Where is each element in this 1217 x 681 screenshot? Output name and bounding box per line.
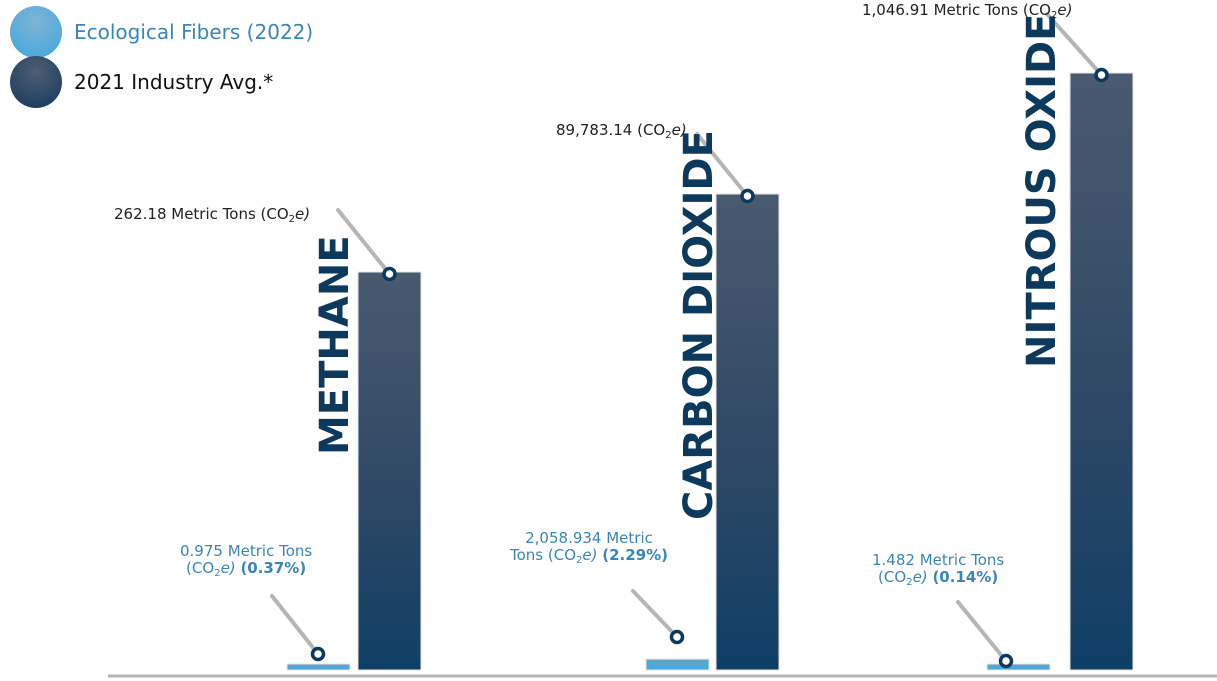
leader-line-eco-carbon-dioxide — [631, 589, 679, 639]
legend-label-ecological-fibers: Ecological Fibers (2022) — [74, 20, 314, 44]
data-label-methane-avg: 262.18 Metric Tons (CO2e) — [114, 205, 311, 225]
percent-label-methane: (0.37%) — [240, 559, 307, 577]
marker-eco-carbon-dioxide — [669, 629, 685, 645]
category-label-methane: METHANE — [312, 235, 358, 455]
leader-line-eco-methane — [270, 594, 320, 656]
legend-item-industry-avg: 2021 Industry Avg.* — [10, 56, 273, 108]
bars-group — [286, 72, 1134, 671]
legend-item-ecological-fibers: Ecological Fibers (2022) — [10, 6, 313, 58]
data-label-methane-eco-line1: 0.975 Metric Tons — [180, 542, 313, 560]
category-label-carbon-dioxide: CARBON DIOXIDE — [676, 130, 722, 520]
leader-line-eco-nitrous-oxide — [956, 600, 1008, 663]
legend-swatch-ecological-fibers — [10, 6, 62, 58]
data-label-carbon-eco: 2,058.934 Metric Tons (CO2e) (2.29%) — [510, 529, 669, 566]
leader-line-avg-nitrous-oxide — [1045, 12, 1104, 77]
data-label-nitrous-eco-line1: 1.482 Metric Tons — [872, 551, 1005, 569]
legend-label-industry-avg: 2021 Industry Avg.* — [74, 70, 274, 94]
percent-label-carbon-dioxide: (2.29%) — [602, 546, 669, 564]
data-label-carbon-avg: 89,783.14 (CO2e) — [556, 121, 687, 141]
leader-line-avg-carbon-dioxide — [695, 132, 750, 198]
marker-eco-methane — [310, 646, 326, 662]
bar-ecological-fibers-methane — [286, 663, 351, 671]
bar-industry-avg-carbon-dioxide — [715, 193, 780, 671]
bar-ecological-fibers-carbon-dioxide — [645, 658, 710, 671]
leader-lines-group — [270, 12, 1109, 669]
percent-label-nitrous-oxide: (0.14%) — [932, 568, 999, 586]
data-label-carbon-eco-line1: 2,058.934 Metric — [525, 529, 653, 547]
marker-avg-methane — [382, 266, 397, 282]
marker-avg-nitrous-oxide — [1094, 67, 1109, 83]
bar-industry-avg-nitrous-oxide — [1069, 72, 1134, 671]
bar-industry-avg-methane — [357, 271, 422, 671]
category-label-nitrous-oxide: NITROUS OXIDE — [1019, 14, 1065, 369]
data-label-nitrous-avg: 1,046.91 Metric Tons (CO2e) — [862, 1, 1073, 21]
data-label-methane-eco: 0.975 Metric Tons (CO2e) (0.37%) — [180, 542, 313, 579]
legend-swatch-industry-avg — [10, 56, 62, 108]
leader-line-avg-methane — [336, 208, 392, 276]
marker-avg-carbon-dioxide — [740, 188, 755, 204]
bar-ecological-fibers-nitrous-oxide — [986, 663, 1051, 671]
marker-eco-nitrous-oxide — [998, 653, 1014, 669]
data-label-nitrous-eco: 1.482 Metric Tons (CO2e) (0.14%) — [872, 551, 1005, 588]
